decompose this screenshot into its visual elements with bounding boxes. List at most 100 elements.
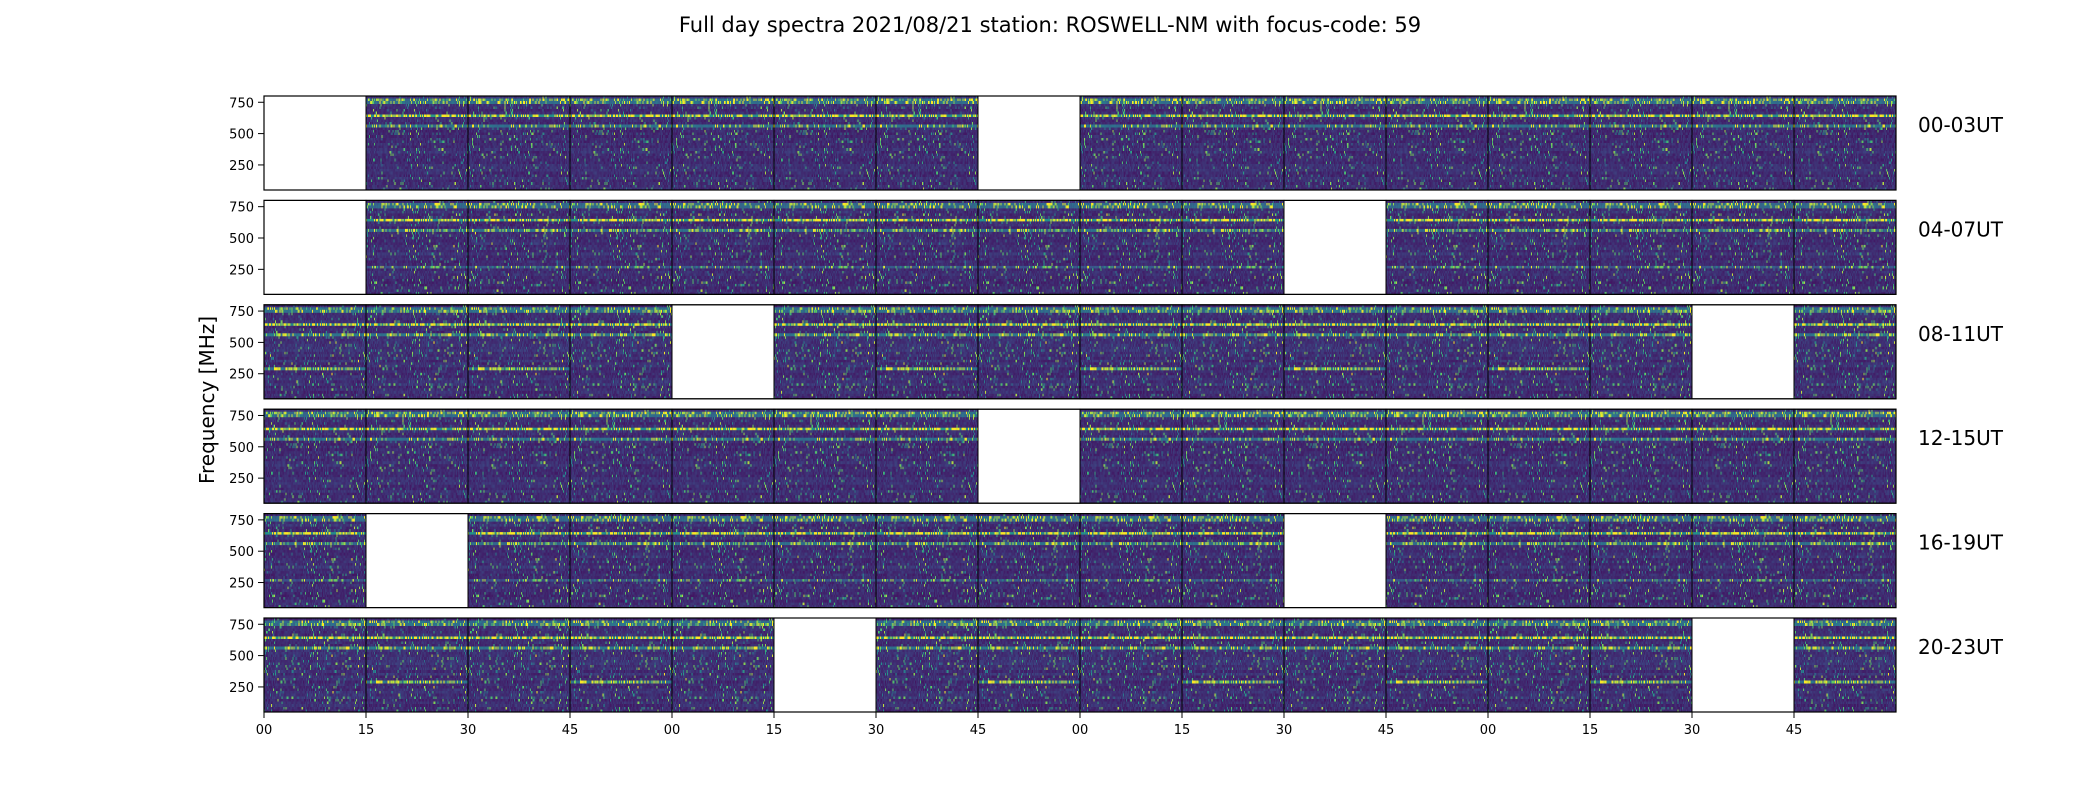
spectrum-panel bbox=[875, 199, 979, 295]
spectra-row: 250 500 750 12-15UT bbox=[229, 408, 2004, 504]
row-label: 00-03UT bbox=[1918, 113, 2004, 137]
y-tick-label: 250 bbox=[229, 368, 254, 383]
spectra-rows: 250 500 750 00-03UT 250 500 750 04-07UT 250 500 75… bbox=[229, 95, 2004, 713]
y-tick-label: 750 bbox=[229, 305, 254, 320]
spectrum-panel bbox=[773, 408, 877, 504]
spectrum-panel bbox=[569, 408, 673, 504]
row-label: 08-11UT bbox=[1918, 322, 2004, 346]
x-tick-label: 00 bbox=[664, 723, 681, 738]
chart-title: Full day spectra 2021/08/21 station: ROS… bbox=[679, 13, 1421, 37]
spectrum-panel bbox=[569, 617, 673, 713]
spectrum-panel bbox=[1793, 617, 1897, 713]
spectrum-panel bbox=[365, 95, 469, 191]
x-tick-label: 00 bbox=[1072, 723, 1089, 738]
spectrum-panel bbox=[1487, 408, 1591, 504]
y-tick-label: 500 bbox=[229, 650, 254, 665]
x-tick-label: 30 bbox=[868, 723, 885, 738]
x-tick-label: 45 bbox=[970, 723, 987, 738]
spectrum-panel bbox=[875, 304, 979, 400]
spectrum-panel bbox=[1691, 95, 1795, 191]
y-tick-label: 500 bbox=[229, 545, 254, 560]
spectrum-panel bbox=[1181, 408, 1285, 504]
x-tick-label: 45 bbox=[1786, 723, 1803, 738]
spectrum-panel bbox=[1283, 408, 1387, 504]
spectrum-panel bbox=[1487, 304, 1591, 400]
spectrum-panel bbox=[263, 304, 367, 400]
row-frame bbox=[263, 95, 1897, 191]
spectrum-panel bbox=[1079, 95, 1183, 191]
y-tick-label: 250 bbox=[229, 263, 254, 278]
spectrum-panel bbox=[1079, 408, 1183, 504]
spectrum-panel bbox=[1181, 199, 1285, 295]
spectrum-panel bbox=[875, 617, 979, 713]
spectrum-panel-missing bbox=[1283, 199, 1387, 295]
spectrum-panel bbox=[1283, 617, 1387, 713]
x-axis-ticks: 00 15 30 45 00 15 30 45 00 15 30 45 00 15 30 45 bbox=[256, 712, 1803, 738]
spectrum-panel bbox=[1487, 95, 1591, 191]
spectrum-panel-missing bbox=[977, 408, 1081, 504]
spectrum-panel bbox=[875, 513, 979, 609]
spectrum-panel bbox=[263, 408, 367, 504]
spectrum-panel bbox=[1385, 408, 1489, 504]
spectra-row: 250 500 750 00-03UT bbox=[229, 95, 2004, 191]
x-tick-label: 45 bbox=[1378, 723, 1395, 738]
spectrum-panel bbox=[977, 617, 1081, 713]
y-tick-label: 750 bbox=[229, 409, 254, 424]
spectrum-panel bbox=[263, 617, 367, 713]
spectrum-panel bbox=[1385, 95, 1489, 191]
spectrum-panel bbox=[1793, 199, 1897, 295]
spectrum-panel bbox=[671, 199, 775, 295]
y-tick-label: 750 bbox=[229, 618, 254, 633]
spectrum-panel bbox=[875, 408, 979, 504]
spectrum-panel bbox=[263, 513, 367, 609]
spectrum-panel bbox=[875, 95, 979, 191]
spectrum-panel bbox=[1385, 304, 1489, 400]
spectrum-panel-missing bbox=[773, 617, 877, 713]
y-tick-label: 500 bbox=[229, 128, 254, 143]
x-tick-label: 30 bbox=[1684, 723, 1701, 738]
spectrum-panel-missing bbox=[1691, 304, 1795, 400]
spectrum-panel bbox=[1589, 304, 1693, 400]
x-tick-label: 15 bbox=[358, 723, 375, 738]
spectrum-panel bbox=[1589, 617, 1693, 713]
y-tick-label: 500 bbox=[229, 336, 254, 351]
row-frame bbox=[263, 408, 1897, 504]
spectrum-panel bbox=[1181, 95, 1285, 191]
spectrum-panel bbox=[365, 408, 469, 504]
spectrum-panel bbox=[671, 513, 775, 609]
spectrum-panel bbox=[1079, 199, 1183, 295]
spectrum-panel bbox=[1793, 513, 1897, 609]
spectrum-panel bbox=[1181, 513, 1285, 609]
spectrum-panel bbox=[773, 304, 877, 400]
x-tick-label: 30 bbox=[460, 723, 477, 738]
row-label: 16-19UT bbox=[1918, 531, 2004, 555]
spectrum-panel bbox=[467, 617, 571, 713]
row-label: 04-07UT bbox=[1918, 217, 2004, 241]
spectrum-panel-missing bbox=[1283, 513, 1387, 609]
y-tick-label: 750 bbox=[229, 514, 254, 529]
spectrum-panel bbox=[1691, 199, 1795, 295]
spectrum-panel bbox=[1487, 617, 1591, 713]
spectrum-panel bbox=[569, 513, 673, 609]
spectra-row: 250 500 750 08-11UT bbox=[229, 304, 2004, 400]
spectrum-panel bbox=[569, 95, 673, 191]
spectrum-panel-missing bbox=[365, 513, 469, 609]
spectrum-panel bbox=[467, 199, 571, 295]
y-tick-label: 250 bbox=[229, 472, 254, 487]
spectrum-panel bbox=[1487, 513, 1591, 609]
spectrum-panel bbox=[467, 513, 571, 609]
spectrum-panel bbox=[467, 408, 571, 504]
spectrum-panel bbox=[1691, 408, 1795, 504]
spectrum-panel bbox=[1385, 513, 1489, 609]
spectrum-panel-missing bbox=[671, 304, 775, 400]
y-axis-label: Frequency [MHz] bbox=[195, 316, 219, 484]
spectrum-panel bbox=[773, 199, 877, 295]
spectrum-panel bbox=[569, 304, 673, 400]
spectrum-panel bbox=[1589, 408, 1693, 504]
spectrum-panel bbox=[1283, 304, 1387, 400]
spectrum-panel bbox=[977, 199, 1081, 295]
x-tick-label: 00 bbox=[256, 723, 273, 738]
y-tick-label: 250 bbox=[229, 681, 254, 696]
